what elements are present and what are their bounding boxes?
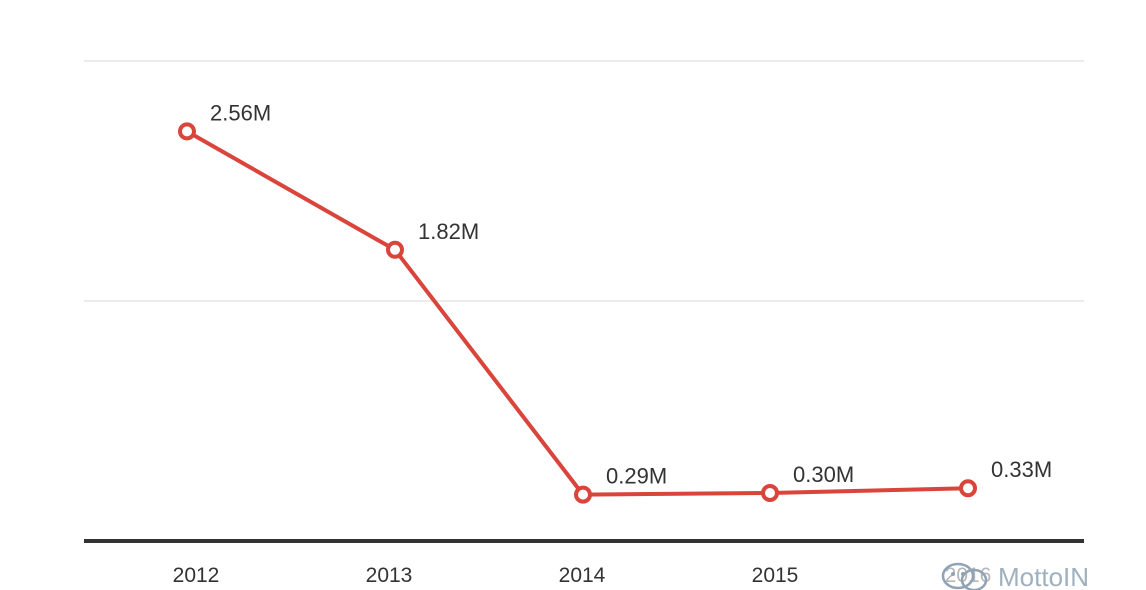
data-label-2014: 0.29M	[606, 464, 667, 489]
data-label-2015: 0.30M	[793, 462, 854, 487]
data-label-2012: 2.56M	[210, 100, 271, 125]
x-tick-label-2014: 2014	[559, 564, 606, 587]
x-tick-label-2015: 2015	[752, 564, 799, 587]
data-labels-layer: 2.56M 1.82M 0.29M 0.30M 0.33M	[210, 100, 1052, 488]
watermark-text: MottoIN	[998, 562, 1089, 590]
series-line	[185, 129, 970, 497]
x-tick-label-2013: 2013	[366, 564, 413, 587]
data-label-2013: 1.82M	[418, 219, 479, 244]
data-point-2012	[178, 122, 196, 141]
markers-layer	[178, 122, 977, 504]
x-tick-label-2012: 2012	[173, 564, 220, 587]
data-point-2014	[574, 485, 592, 504]
wechat-icon	[941, 562, 988, 590]
x-tick-labels-layer: 2012 2013 2014 2015 2016	[173, 564, 992, 587]
data-point-2013	[386, 240, 404, 259]
data-point-2015	[761, 484, 779, 502]
data-point-2016	[959, 479, 977, 498]
x-tick-label-2016: 2016	[945, 564, 992, 587]
series-layer	[185, 129, 970, 497]
watermark: MottoIN	[941, 562, 1089, 590]
gridlines	[84, 60, 1084, 302]
data-label-2016: 0.33M	[991, 457, 1052, 482]
